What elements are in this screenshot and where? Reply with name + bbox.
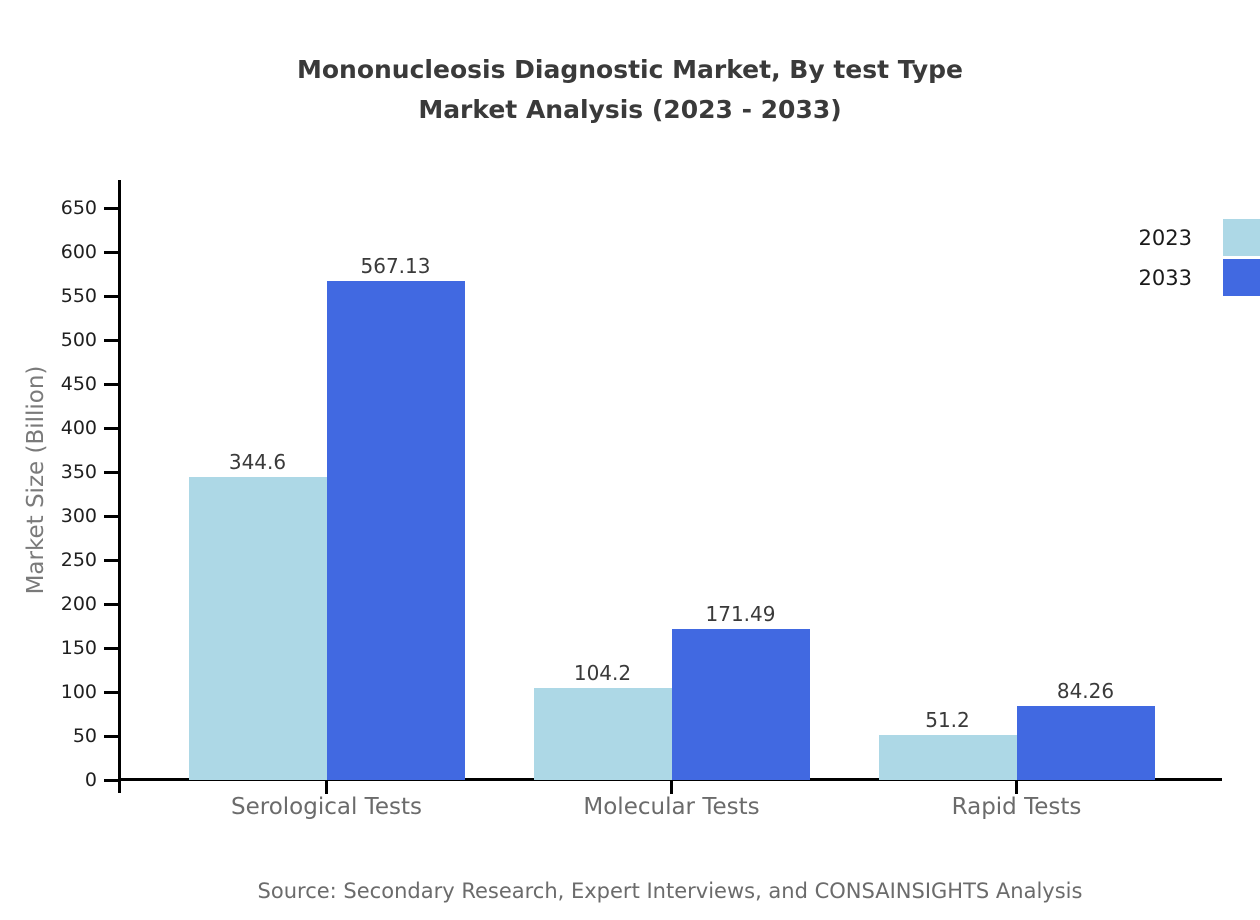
y-tick-label: 350 [60, 460, 97, 483]
y-tick-label: 200 [60, 592, 97, 615]
value-label: 84.26 [1056, 678, 1115, 703]
y-tick-label: 450 [60, 372, 97, 395]
y-tick-mark [104, 602, 118, 606]
y-tick-mark [104, 382, 118, 386]
y-tick-label: 300 [60, 504, 97, 527]
bar-2033 [326, 281, 465, 780]
legend-swatch-2033 [1223, 259, 1260, 296]
x-tick-mark [325, 781, 328, 794]
y-tick-mark [104, 778, 118, 782]
bar-2033 [1016, 705, 1155, 780]
y-tick-mark [104, 558, 118, 562]
legend-swatch-2023 [1223, 219, 1260, 256]
bar-2023 [533, 688, 672, 780]
x-tick-mark [1015, 781, 1018, 794]
y-tick-label: 550 [60, 284, 97, 307]
value-label: 104.2 [573, 661, 632, 686]
y-tick-label: 250 [60, 548, 97, 571]
y-tick-mark [104, 514, 118, 518]
y-tick-label: 0 [84, 768, 97, 791]
y-tick-label: 500 [60, 328, 97, 351]
value-label: 567.13 [360, 254, 431, 279]
category-label: Serological Tests [231, 794, 422, 820]
chart-title-line2: Market Analysis (2023 - 2033) [418, 95, 842, 124]
source-note: Source: Secondary Research, Expert Inter… [257, 879, 1083, 903]
y-tick-mark [104, 206, 118, 210]
legend: 2023 2033 [1042, 219, 1260, 299]
y-tick-mark [104, 338, 118, 342]
y-tick-mark [104, 690, 118, 694]
y-tick-label: 650 [60, 196, 97, 219]
y-tick-mark [104, 646, 118, 650]
legend-item-2033: 2033 [1042, 259, 1260, 296]
legend-item-2023: 2023 [1042, 219, 1260, 256]
chart-title: Mononucleosis Diagnostic Market, By test… [0, 50, 1260, 130]
y-tick-mark [104, 250, 118, 254]
y-tick-label: 100 [60, 680, 97, 703]
plot-area: 0 50 100 150 200 250 300 350 400 450 500 550 600 650 … [61, 180, 1222, 820]
bar-2023 [878, 734, 1017, 780]
bar-2023 [188, 476, 327, 780]
legend-label: 2033 [1138, 265, 1192, 290]
category-label: Rapid Tests [951, 794, 1082, 820]
x-tick-mark [670, 781, 673, 794]
y-tick-mark [104, 294, 118, 298]
category-label: Molecular Tests [583, 794, 760, 820]
y-tick-label: 400 [60, 416, 97, 439]
y-tick-mark [104, 426, 118, 430]
y-axis-line [118, 180, 121, 793]
y-tick-label: 600 [60, 240, 97, 263]
y-tick-mark [104, 734, 118, 738]
y-tick-label: 50 [72, 724, 97, 747]
value-label: 171.49 [705, 602, 776, 627]
y-tick-label: 150 [60, 636, 97, 659]
bar-2033 [671, 629, 810, 780]
value-label: 51.2 [925, 707, 970, 732]
y-tick-mark [104, 470, 118, 474]
legend-label: 2023 [1138, 225, 1192, 250]
chart-title-line1: Mononucleosis Diagnostic Market, By test… [296, 55, 964, 84]
value-label: 344.6 [228, 449, 287, 474]
